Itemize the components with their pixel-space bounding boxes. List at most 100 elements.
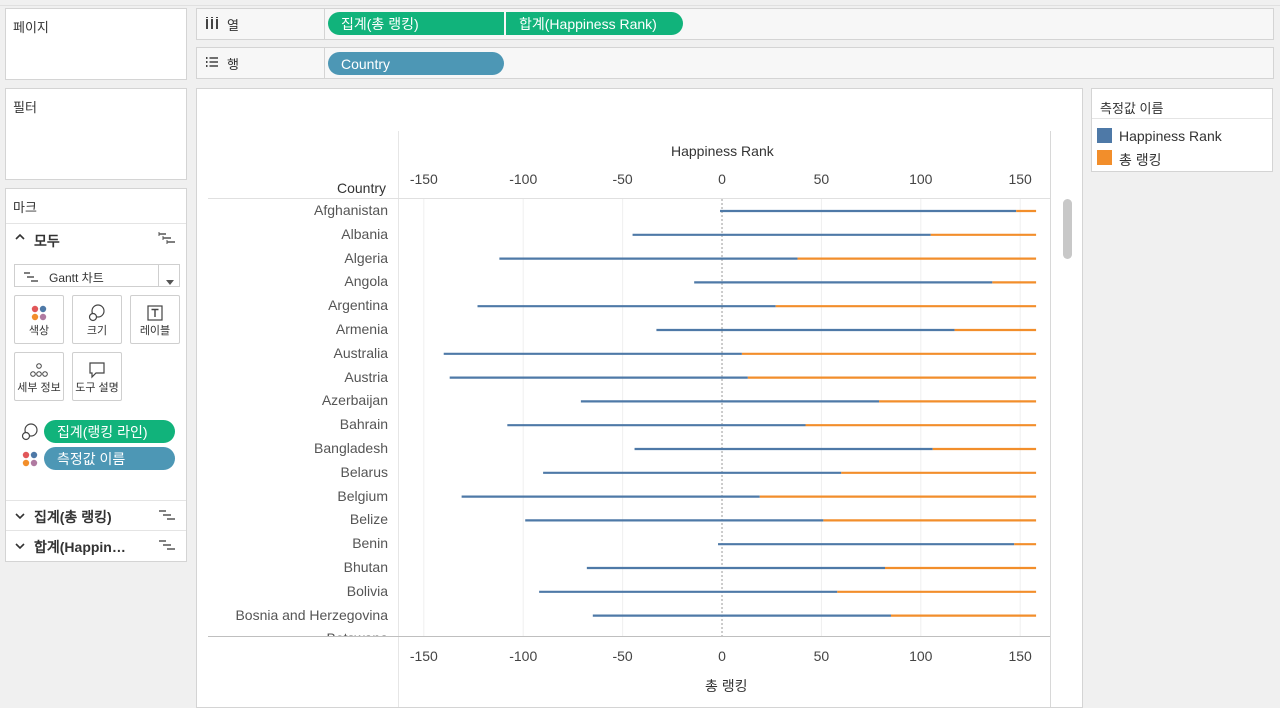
rows-label: 행	[227, 56, 239, 72]
mark-pill-measure-names[interactable]: 측정값 이름	[44, 447, 175, 470]
color-icon	[21, 450, 39, 473]
columns-shelf[interactable]: 열 집계(총 랭킹) 합계(Happiness Rank)	[196, 8, 1274, 40]
columns-label: 열	[227, 17, 239, 33]
legend-item-total-ranking[interactable]: 총 랭킹	[1096, 149, 1268, 169]
legend-swatch-total-ranking	[1097, 150, 1112, 165]
tooltip-icon	[73, 361, 121, 379]
top-tab-strip	[0, 0, 1280, 6]
chevron-down-icon[interactable]	[14, 539, 26, 557]
pages-panel[interactable]: 페이지	[5, 8, 187, 80]
bottom-axis-tick-label: 100	[909, 648, 933, 664]
country-label[interactable]: Bolivia	[346, 582, 388, 599]
marks-title: 마크	[13, 200, 37, 215]
label-icon	[131, 304, 179, 322]
country-label[interactable]: Bangladesh	[314, 440, 388, 456]
row-pill-country[interactable]: Country	[328, 52, 504, 75]
vertical-scrollbar[interactable]	[1063, 199, 1072, 259]
top-axis-tick-label: 0	[718, 171, 726, 187]
country-label[interactable]: Bhutan	[343, 559, 388, 575]
section-total-ranking-label: 집계(총 랭킹)	[34, 509, 112, 525]
country-label[interactable]: Belgium	[337, 487, 388, 504]
bottom-axis-title: 총 랭킹	[705, 678, 748, 694]
filters-panel[interactable]: 필터	[5, 88, 187, 180]
mark-pill-ranking-line[interactable]: 집계(랭킹 라인)	[44, 420, 175, 443]
chevron-down-icon[interactable]	[14, 509, 26, 527]
size-icon	[21, 423, 39, 446]
marks-section-total-ranking[interactable]: 집계(총 랭킹)	[6, 500, 186, 530]
country-label[interactable]: Azerbaijan	[321, 392, 388, 409]
legend-header[interactable]: 측정값 이름	[1092, 89, 1272, 119]
detail-card[interactable]: 세부 정보	[14, 352, 64, 401]
color-card[interactable]: 색상	[14, 295, 64, 344]
top-axis-tick-label: -50	[612, 171, 633, 187]
chart-view: Happiness Rank Country 총 랭킹 Afghanistan A…	[196, 88, 1083, 708]
gantt-icon	[23, 270, 39, 288]
country-label[interactable]: Bosnia and Herzegovina	[235, 606, 388, 623]
columns-icon	[205, 16, 219, 33]
bottom-axis-tick-label: -100	[509, 648, 538, 664]
top-axis-tick-label: -100	[509, 171, 538, 187]
pane-right-border	[1050, 131, 1051, 707]
dropdown-divider	[158, 265, 159, 286]
country-label[interactable]: Afghanistan	[314, 202, 388, 218]
pages-title: 페이지	[13, 20, 49, 35]
bottom-axis-tick-label: 50	[813, 648, 830, 664]
bottom-axis-tick-label: -150	[409, 648, 438, 664]
legend-swatch-happiness-rank	[1097, 128, 1112, 143]
size-card[interactable]: 크기	[72, 295, 122, 344]
top-axis-title: Happiness Rank	[671, 143, 774, 159]
gantt-mark-icon	[158, 509, 176, 528]
color-card-label: 색상	[28, 325, 50, 337]
size-card-label: 크기	[86, 325, 108, 337]
bottom-axis-tick-label: -50	[612, 648, 633, 664]
country-label[interactable]: Botswana	[327, 630, 388, 636]
header-divider	[208, 198, 1050, 199]
label-card[interactable]: 레이블	[130, 295, 180, 344]
bottom-axis-tick-label: 150	[1008, 648, 1032, 664]
country-label[interactable]: Albania	[341, 225, 388, 242]
country-label[interactable]: Belarus	[340, 463, 388, 480]
filters-title: 필터	[13, 100, 37, 115]
tooltip-card-label: 도구 설명	[75, 382, 119, 394]
detail-icon	[15, 361, 63, 379]
country-label[interactable]: Australia	[333, 344, 388, 361]
gantt-mark-icon	[158, 232, 176, 251]
country-label[interactable]: Bahrain	[339, 416, 388, 433]
top-axis-tick-label: 150	[1008, 171, 1032, 187]
bottom-axis-tick-label: 0	[718, 648, 726, 664]
rows-shelf-label: 행	[197, 48, 325, 78]
country-label[interactable]: Austria	[344, 368, 388, 385]
chevron-down-icon[interactable]	[165, 273, 175, 291]
pane-bottom-border	[208, 636, 1050, 637]
column-pill-total-ranking[interactable]: 집계(총 랭킹)	[328, 12, 504, 35]
color-icon	[15, 304, 63, 322]
legend-item-happiness-rank[interactable]: Happiness Rank	[1096, 127, 1268, 147]
chevron-up-icon[interactable]	[14, 230, 26, 246]
columns-shelf-label: 열	[197, 9, 325, 39]
marks-all-label: 모두	[34, 233, 60, 249]
top-axis-tick-label: 100	[909, 171, 933, 187]
country-label[interactable]: Argentina	[328, 297, 388, 314]
mark-type-dropdown[interactable]: Gantt 차트	[14, 264, 180, 287]
legend-panel: 측정값 이름 Happiness Rank 총 랭킹	[1091, 88, 1273, 172]
country-label[interactable]: Benin	[352, 535, 388, 552]
gantt-plot[interactable]	[398, 199, 1050, 636]
legend-label-total-ranking: 총 랭킹	[1119, 152, 1162, 168]
country-label[interactable]: Angola	[344, 273, 388, 290]
top-axis-tick-label: -150	[409, 171, 438, 187]
marks-all-row[interactable]: 모두	[6, 223, 186, 255]
tooltip-card[interactable]: 도구 설명	[72, 352, 122, 401]
top-axis-tick-label: 50	[813, 171, 830, 187]
rows-shelf[interactable]: 행 Country	[196, 47, 1274, 79]
marks-panel: 마크 모두 Gantt 차트 색상 크기 레이	[5, 188, 187, 562]
country-label[interactable]: Armenia	[335, 321, 388, 337]
mark-type-label: Gantt 차트	[49, 271, 104, 285]
size-icon	[73, 304, 121, 322]
legend-title: 측정값 이름	[1100, 101, 1164, 116]
column-pill-happiness-rank[interactable]: 합계(Happiness Rank)	[506, 12, 683, 35]
chart-area[interactable]: Happiness Rank Country 총 랭킹 Afghanistan A…	[197, 89, 1082, 707]
country-label[interactable]: Algeria	[344, 249, 388, 266]
country-label[interactable]: Belize	[349, 511, 388, 528]
country-labels: Afghanistan Albania Algeria Angola Argentina…	[208, 199, 394, 636]
marks-section-happiness[interactable]: 합계(Happin…	[6, 530, 186, 560]
